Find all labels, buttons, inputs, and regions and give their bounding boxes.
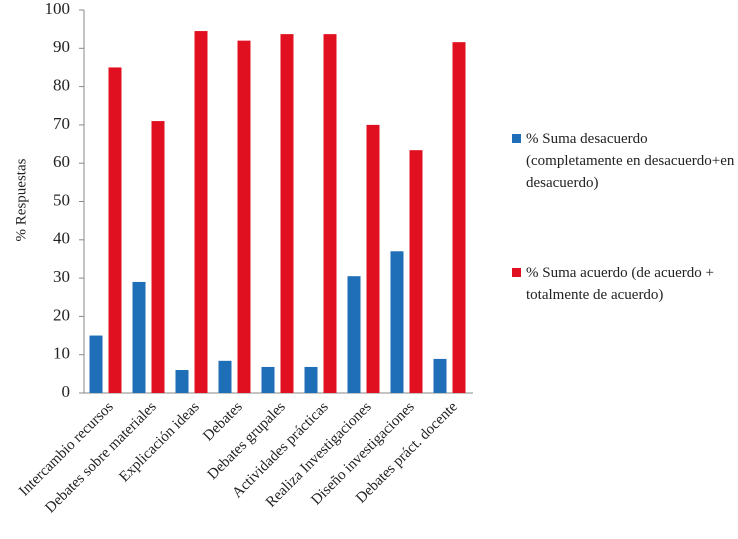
legend-entry: % Suma desacuerdo (completamente en desa…: [512, 128, 738, 194]
bar: [390, 251, 404, 393]
y-tick-label: 10: [53, 344, 70, 363]
bar: [366, 124, 380, 394]
bar: [304, 366, 318, 393]
bar: [194, 31, 208, 393]
bar: [280, 34, 294, 394]
y-tick-label: 100: [45, 0, 71, 18]
bar: [108, 67, 122, 393]
bar: [89, 335, 103, 393]
y-tick-label: 60: [53, 152, 70, 171]
bar: [132, 281, 146, 393]
bar: [218, 360, 232, 393]
bar: [433, 358, 447, 393]
y-tick-label: 90: [53, 37, 70, 56]
bar: [151, 121, 165, 393]
bar: [347, 276, 361, 393]
bar: [261, 366, 275, 393]
y-tick-label: 50: [53, 190, 70, 209]
y-tick-label: 70: [53, 114, 70, 133]
x-tick-label: Debates grupales: [205, 399, 289, 483]
legend-swatch: [512, 134, 521, 143]
legend-swatch: [512, 268, 521, 277]
legend-label: % Suma desacuerdo (completamente en desa…: [526, 131, 735, 191]
bar: [409, 150, 423, 393]
bar: [323, 34, 337, 394]
y-tick-label: 40: [53, 229, 70, 248]
y-tick-label: 0: [62, 382, 71, 401]
legend-label: % Suma acuerdo (de acuerdo + totalmente …: [526, 265, 714, 303]
bar: [452, 42, 466, 394]
y-axis-label: % Respuestas: [13, 158, 29, 241]
x-tick-label: Explicación ideas: [116, 399, 203, 486]
y-tick-label: 80: [53, 76, 70, 95]
y-tick-label: 30: [53, 267, 70, 286]
bar: [175, 370, 189, 393]
y-tick-label: 20: [53, 305, 70, 324]
bar: [237, 40, 251, 393]
legend-entry: % Suma acuerdo (de acuerdo + totalmente …: [512, 262, 738, 306]
